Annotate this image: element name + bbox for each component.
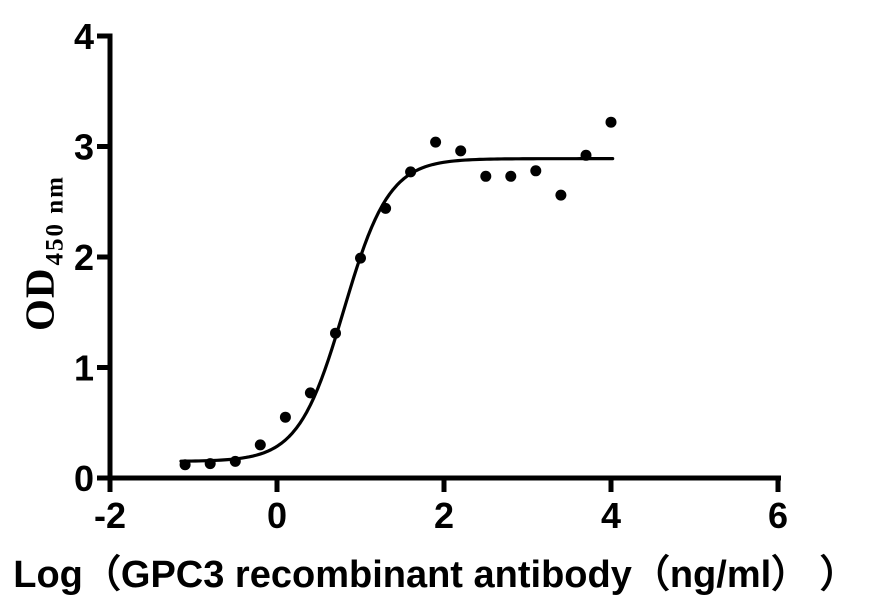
data-point — [304, 387, 316, 399]
y-axis-title-subscript: 450 nm — [41, 175, 69, 266]
data-point — [405, 166, 417, 178]
y-axis-title: OD450 nm — [16, 175, 69, 331]
data-point — [455, 145, 467, 157]
data-point — [605, 116, 617, 128]
x-tick-label: 6 — [768, 495, 788, 536]
x-tick-label: 2 — [434, 495, 454, 536]
data-point — [279, 411, 291, 423]
data-point — [204, 458, 216, 470]
data-point — [179, 459, 191, 471]
x-tick-label: 4 — [601, 495, 621, 536]
data-point — [505, 170, 517, 182]
data-point — [480, 170, 492, 182]
data-point — [330, 327, 341, 339]
data-point — [555, 189, 567, 201]
y-axis-title-main: OD — [16, 267, 63, 331]
y-tick-label: 2 — [74, 237, 94, 278]
y-tick-label: 3 — [74, 127, 94, 168]
y-tick-label: 1 — [74, 348, 94, 389]
x-axis-title: Log（GPC3 recombinant antibody（ng/ml） ） — [13, 554, 858, 596]
data-point — [580, 149, 592, 161]
fit-curve — [179, 157, 615, 463]
data-point — [380, 202, 392, 214]
data-point — [254, 439, 266, 451]
y-tick-label: 0 — [74, 458, 94, 499]
data-point — [430, 136, 442, 148]
data-point — [355, 252, 366, 264]
x-tick-label: 0 — [267, 495, 287, 536]
data-point — [530, 165, 542, 177]
y-tick-label: 4 — [74, 16, 94, 57]
x-tick-label: -2 — [94, 495, 126, 536]
data-point — [229, 455, 241, 467]
